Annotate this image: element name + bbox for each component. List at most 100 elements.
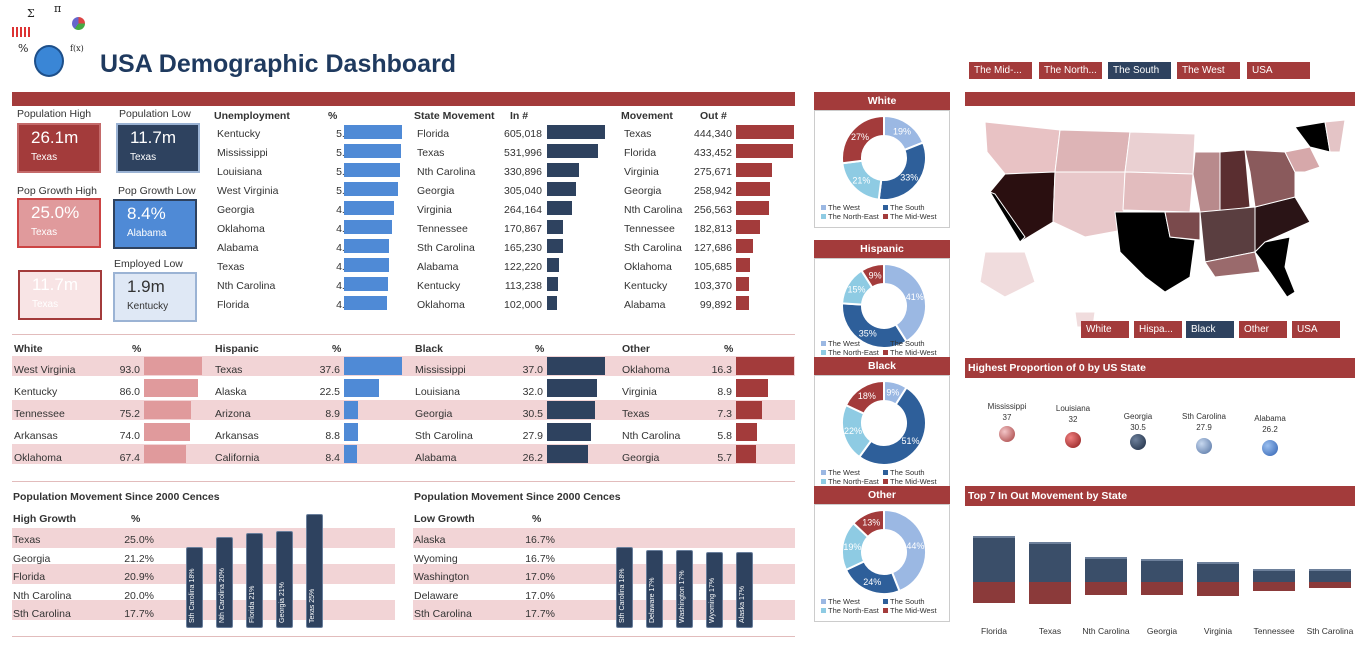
- usa-map[interactable]: [965, 112, 1355, 348]
- row-label: Texas: [622, 408, 650, 420]
- region-button[interactable]: The North...: [1039, 62, 1102, 79]
- in-bar: [1253, 569, 1295, 582]
- data-bar: [736, 201, 769, 215]
- row-label: Alabama: [217, 242, 259, 254]
- out-bar: [1253, 582, 1295, 591]
- region-button[interactable]: USA: [1247, 62, 1310, 79]
- data-bar: [736, 277, 749, 291]
- kpi-state: Texas: [31, 227, 58, 238]
- data-bar: [144, 379, 198, 397]
- legend-label: The Mid-West: [890, 477, 937, 486]
- mascot-icon: [34, 45, 64, 77]
- legend-label: The Mid-West: [890, 212, 937, 221]
- row-label: Nth Carolina: [624, 204, 683, 216]
- donut-label: 21%: [852, 176, 870, 186]
- row-value: 444,340: [694, 128, 732, 140]
- race-button[interactable]: Hispa...: [1134, 321, 1182, 338]
- region-button[interactable]: The South: [1108, 62, 1171, 79]
- table-unit-header: %: [132, 343, 142, 355]
- row-value: 20.9%: [124, 571, 154, 583]
- row-value: 256,563: [694, 204, 732, 216]
- race-button[interactable]: USA: [1292, 321, 1340, 338]
- proportion-marker: [1196, 438, 1212, 454]
- kpi-state: Texas: [31, 152, 58, 163]
- inout-header: [965, 486, 1355, 506]
- row-label: Sth Carolina: [415, 430, 473, 442]
- x-axis-label: Georgia: [1146, 626, 1178, 636]
- divider: [12, 636, 795, 637]
- data-bar: [144, 423, 190, 441]
- row-label: Sth Carolina: [417, 242, 475, 254]
- kpi-card[interactable]: 8.4% Alabama: [113, 199, 197, 249]
- row-stripe: [413, 600, 795, 620]
- donut-slice: [860, 262, 885, 289]
- kpi-card[interactable]: 11.7m Texas: [18, 270, 102, 320]
- data-bar: [547, 445, 588, 463]
- kpi-card[interactable]: 25.0% Texas: [17, 198, 101, 248]
- kpi-label: Employed Low: [114, 258, 183, 270]
- legend-label: The North-East: [828, 606, 879, 615]
- row-value: 16.7%: [525, 552, 555, 565]
- row-label: Texas: [13, 534, 41, 546]
- legend-label: The North-East: [828, 212, 879, 221]
- row-value: 22.5: [319, 386, 340, 398]
- row-label: Alaska: [215, 386, 247, 398]
- legend-swatch: [821, 214, 826, 219]
- region-button[interactable]: The West: [1177, 62, 1240, 79]
- x-axis-label: Texas: [1038, 626, 1062, 636]
- table-header: High Growth: [13, 513, 76, 525]
- out-bar: [1029, 582, 1071, 604]
- data-bar: [736, 220, 760, 234]
- data-bar: [736, 357, 794, 375]
- donut-title: Hispanic: [814, 240, 950, 258]
- kpi-state: Kentucky: [127, 301, 169, 312]
- kpi-label: Pop Growth Low: [118, 185, 196, 197]
- row-value: 21.2%: [124, 552, 154, 565]
- legend-swatch: [821, 470, 826, 475]
- kpi-label: Population High: [17, 108, 92, 120]
- data-bar: [344, 296, 387, 310]
- donut-title: Black: [814, 357, 950, 375]
- legend-swatch: [883, 214, 888, 219]
- growth-bar-label: Florida 21%: [249, 585, 256, 623]
- header-bar: [12, 92, 795, 106]
- growth-bar: Georgia 21%: [276, 531, 293, 628]
- kpi-value: 1.9m: [127, 277, 165, 296]
- legend-item: The Mid-West: [883, 212, 945, 221]
- data-bar: [344, 258, 389, 272]
- growth-bar: Delaware 17%: [646, 550, 663, 628]
- kpi-state: Alabama: [127, 228, 167, 239]
- row-label: Sth Carolina: [13, 608, 71, 620]
- data-bar: [736, 258, 750, 272]
- data-bar: [547, 125, 605, 139]
- kpi-card[interactable]: 1.9m Kentucky: [113, 272, 197, 322]
- row-label: Nth Carolina: [13, 589, 72, 602]
- row-label: Arkansas: [215, 430, 259, 442]
- row-label: Florida: [13, 571, 46, 583]
- table-header: White: [14, 343, 43, 355]
- donut-label: 19%: [893, 127, 911, 137]
- state-label: Mississippi: [987, 402, 1027, 411]
- row-label: California: [215, 452, 260, 464]
- data-bar: [547, 357, 605, 375]
- section-title: Population Movement Since 2000 Cences: [13, 491, 220, 503]
- legend-label: The South: [890, 468, 925, 477]
- legend-label: The West: [828, 203, 860, 212]
- data-bar: [547, 401, 595, 419]
- race-button[interactable]: Other: [1239, 321, 1287, 338]
- region-button[interactable]: The Mid-...: [969, 62, 1032, 79]
- legend-label: The South: [890, 597, 925, 606]
- kpi-card[interactable]: 11.7m Texas: [116, 123, 200, 173]
- row-label: Nth Carolina: [417, 166, 476, 178]
- race-button[interactable]: Black: [1186, 321, 1234, 338]
- row-label: Sth Carolina: [624, 242, 682, 254]
- state-value: 27.9: [1196, 423, 1212, 432]
- kpi-card[interactable]: 26.1m Texas: [17, 123, 101, 173]
- legend-item: The North-East: [821, 477, 883, 486]
- legend-swatch: [883, 599, 888, 604]
- row-value: 531,996: [504, 147, 542, 159]
- legend-item: The South: [883, 339, 945, 348]
- growth-bar: Nth Carolina 20%: [216, 537, 233, 628]
- race-button[interactable]: White: [1081, 321, 1129, 338]
- row-label: Arizona: [215, 408, 251, 420]
